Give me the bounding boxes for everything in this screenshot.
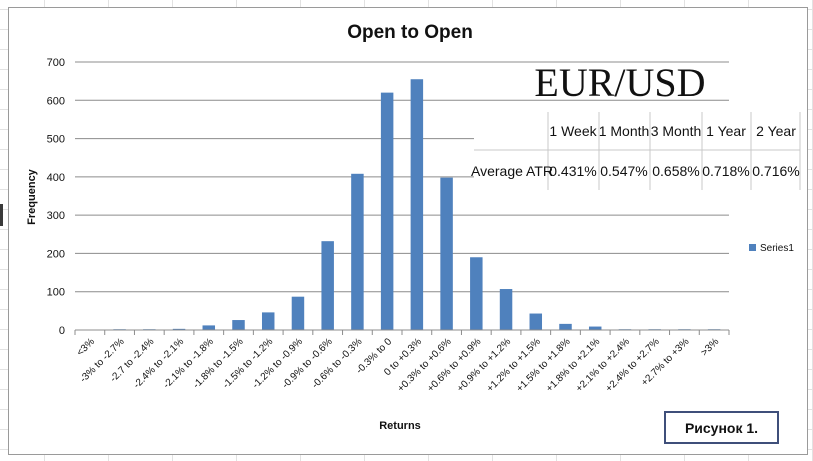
y-axis-ticks: 0 100 200 300 400 500 600 700	[47, 57, 65, 337]
x-tick-label: +2.1% to +2.4%	[574, 336, 632, 394]
bar	[351, 173, 364, 330]
y-tick-label: 0	[59, 325, 65, 337]
atr-value-2-year: 0.716%	[752, 163, 799, 179]
bar	[321, 241, 334, 330]
bar	[499, 289, 513, 330]
x-axis-title: Returns	[379, 420, 421, 432]
bar	[202, 325, 216, 330]
chart-title: Open to Open	[347, 22, 473, 43]
bar	[232, 320, 245, 330]
chart-area[interactable]	[8, 7, 808, 455]
x-tick-label: +0.9% to +1.2%	[455, 336, 513, 394]
x-tick-label: +1.2% to +1.5%	[485, 336, 543, 394]
x-tick-label: +1.5% to +1.8%	[515, 336, 573, 394]
bar	[559, 323, 572, 330]
y-tick-label: 200	[47, 248, 65, 260]
bar	[440, 177, 453, 330]
y-tick-label: 600	[47, 95, 65, 107]
atr-header-1-month: 1 Month	[599, 123, 650, 139]
atr-header-2-year: 2 Year	[756, 123, 796, 139]
bar	[261, 312, 275, 330]
x-tick-label: >3%	[699, 336, 721, 358]
bar	[470, 257, 483, 330]
x-tick-label: <3%	[75, 336, 97, 358]
atr-header-1-week: 1 Week	[549, 123, 597, 139]
y-axis-title: Frequency	[26, 168, 38, 225]
x-tick-label: +2.4% to +2.7%	[604, 336, 662, 394]
y-tick-label: 100	[47, 287, 65, 299]
x-tick-label: +0.3% to +0.6%	[396, 336, 454, 394]
legend: Series1	[749, 243, 794, 254]
y-tick-label: 300	[47, 210, 65, 222]
y-tick-label: 500	[47, 134, 65, 146]
axes	[74, 329, 730, 335]
bar	[529, 313, 543, 330]
legend-label: Series1	[760, 243, 794, 254]
bar	[380, 92, 394, 330]
atr-header-3-month: 3 Month	[651, 123, 702, 139]
x-tick-label: +1.8% to +2.1%	[544, 336, 602, 394]
currency-pair-label: EUR/USD	[534, 60, 705, 105]
atr-table-background	[474, 112, 804, 190]
bar	[172, 328, 186, 330]
atr-value-1-month: 0.547%	[600, 163, 647, 179]
atr-value-3-month: 0.658%	[652, 163, 699, 179]
atr-row-label: Average ATR	[471, 163, 553, 179]
bar	[588, 326, 602, 330]
atr-value-1-week: 0.431%	[549, 163, 596, 179]
atr-header-1-year: 1 Year	[706, 123, 746, 139]
atr-value-1-year: 0.718%	[702, 163, 749, 179]
x-axis-ticks: <3%-3% to -2.7%-2.7 to -2.4%-2.4% to -2.…	[75, 336, 721, 394]
x-tick-label: +0.6% to +0.9%	[425, 336, 483, 394]
bar	[291, 296, 305, 330]
atr-table: Average ATR 1 Week 1 Month 3 Month 1 Yea…	[471, 112, 804, 190]
y-tick-label: 700	[47, 57, 65, 69]
legend-swatch	[749, 244, 756, 251]
y-tick-label: 400	[47, 172, 65, 184]
row-edge-marker	[0, 204, 3, 226]
bar	[410, 79, 424, 330]
figure-caption: Рисунок 1.	[664, 411, 779, 444]
bars	[113, 79, 721, 330]
